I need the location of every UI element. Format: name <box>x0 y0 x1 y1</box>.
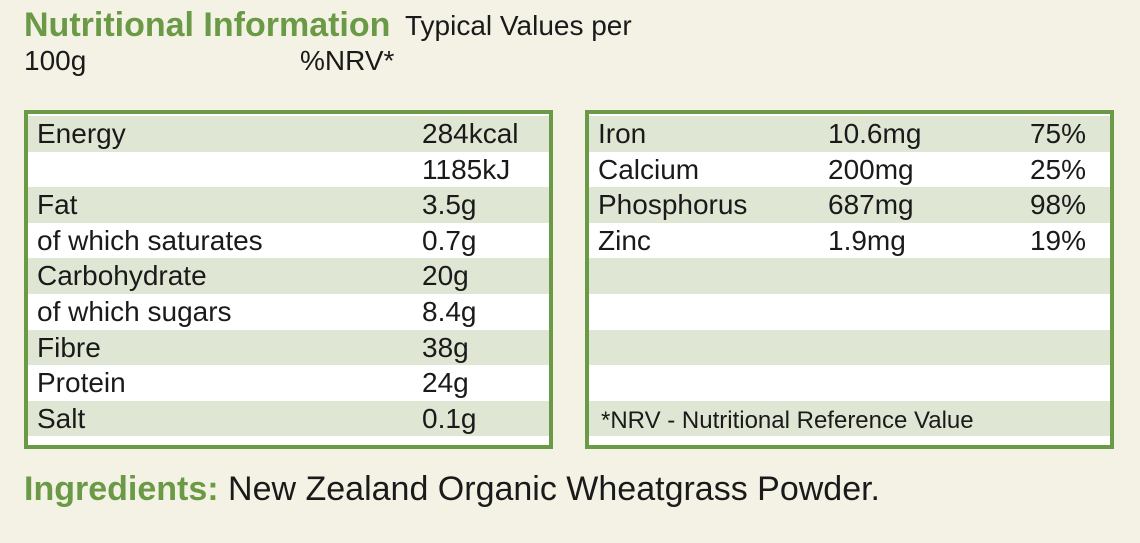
table-row: Calcium 200mg 25% <box>589 152 1110 188</box>
table-row: of which saturates 0.7g <box>28 223 549 259</box>
mineral-nrv: 25% <box>1029 153 1086 185</box>
nutrient-name: of which sugars <box>37 296 232 327</box>
ingredients: Ingredients: New Zealand Organic Wheatgr… <box>24 470 880 509</box>
nutrient-value: 0.7g <box>422 224 477 256</box>
table-row: Zinc 1.9mg 19% <box>589 223 1110 259</box>
nutrient-name: Fibre <box>37 331 101 363</box>
ingredients-label: Ingredients: <box>24 470 219 508</box>
mineral-nrv: 19% <box>1029 224 1086 256</box>
nutrient-name: Fat <box>37 189 78 221</box>
table-row: Fat 3.5g <box>28 187 549 223</box>
nutrient-value: 0.1g <box>422 402 477 434</box>
mineral-nrv: 75% <box>1029 118 1086 149</box>
mineral-name: Zinc <box>598 224 651 256</box>
nutrient-name: Energy <box>37 118 126 149</box>
per-label: 100g <box>24 45 87 76</box>
table-row <box>589 329 1110 366</box>
table-row: *NRV - Nutritional Reference Value <box>589 400 1110 437</box>
table-row: Energy 284kcal <box>28 116 549 152</box>
mineral-amount: 1.9mg <box>828 224 906 256</box>
nutrient-value: 3.5g <box>422 189 477 221</box>
table-row <box>589 294 1110 330</box>
nutrient-name: of which saturates <box>37 224 263 256</box>
table-row: of which sugars 8.4g <box>28 294 549 330</box>
table-row <box>589 365 1110 401</box>
mineral-amount: 10.6mg <box>828 118 922 149</box>
table-row: Protein 24g <box>28 365 549 401</box>
table-row: Fibre 38g <box>28 329 549 366</box>
ingredients-text: New Zealand Organic Wheatgrass Powder. <box>228 470 881 508</box>
subtitle: Typical Values per <box>405 10 632 41</box>
table-row: Salt 0.1g <box>28 400 549 437</box>
footnote: *NRV - Nutritional Reference Value <box>601 406 974 434</box>
title: Nutritional Information <box>24 6 391 44</box>
mineral-amount: 687mg <box>828 189 914 221</box>
nutrient-name: Protein <box>37 367 126 399</box>
mineral-name: Calcium <box>598 153 700 185</box>
table-row: Iron 10.6mg 75% <box>589 116 1110 152</box>
nutrient-value: 20g <box>422 260 469 292</box>
nrv-label: %NRV* <box>300 45 395 76</box>
nutrient-value: 8.4g <box>422 296 477 327</box>
table-row: 1185kJ <box>28 152 549 188</box>
nutrient-value: 284kcal <box>422 118 519 149</box>
nutrient-value: 1185kJ <box>422 153 511 185</box>
nutrient-value: 24g <box>422 367 469 399</box>
table-row <box>589 258 1110 294</box>
mineral-nrv: 98% <box>1029 189 1086 221</box>
table-row: Phosphorus 687mg 98% <box>589 187 1110 223</box>
nutrient-name: Carbohydrate <box>37 260 207 292</box>
minerals-table: Iron 10.6mg 75% Calcium 200mg 25% Phosphorus 68… <box>585 110 1114 449</box>
mineral-amount: 200mg <box>828 153 914 185</box>
nutrition-table: Energy 284kcal 1185kJ Fat 3.5g of which satur… <box>24 110 553 449</box>
mineral-name: Phosphorus <box>598 189 748 221</box>
nutrient-value: 38g <box>422 331 469 363</box>
table-row: Carbohydrate 20g <box>28 258 549 294</box>
mineral-name: Iron <box>598 118 647 149</box>
nutrient-name: Salt <box>37 402 86 434</box>
